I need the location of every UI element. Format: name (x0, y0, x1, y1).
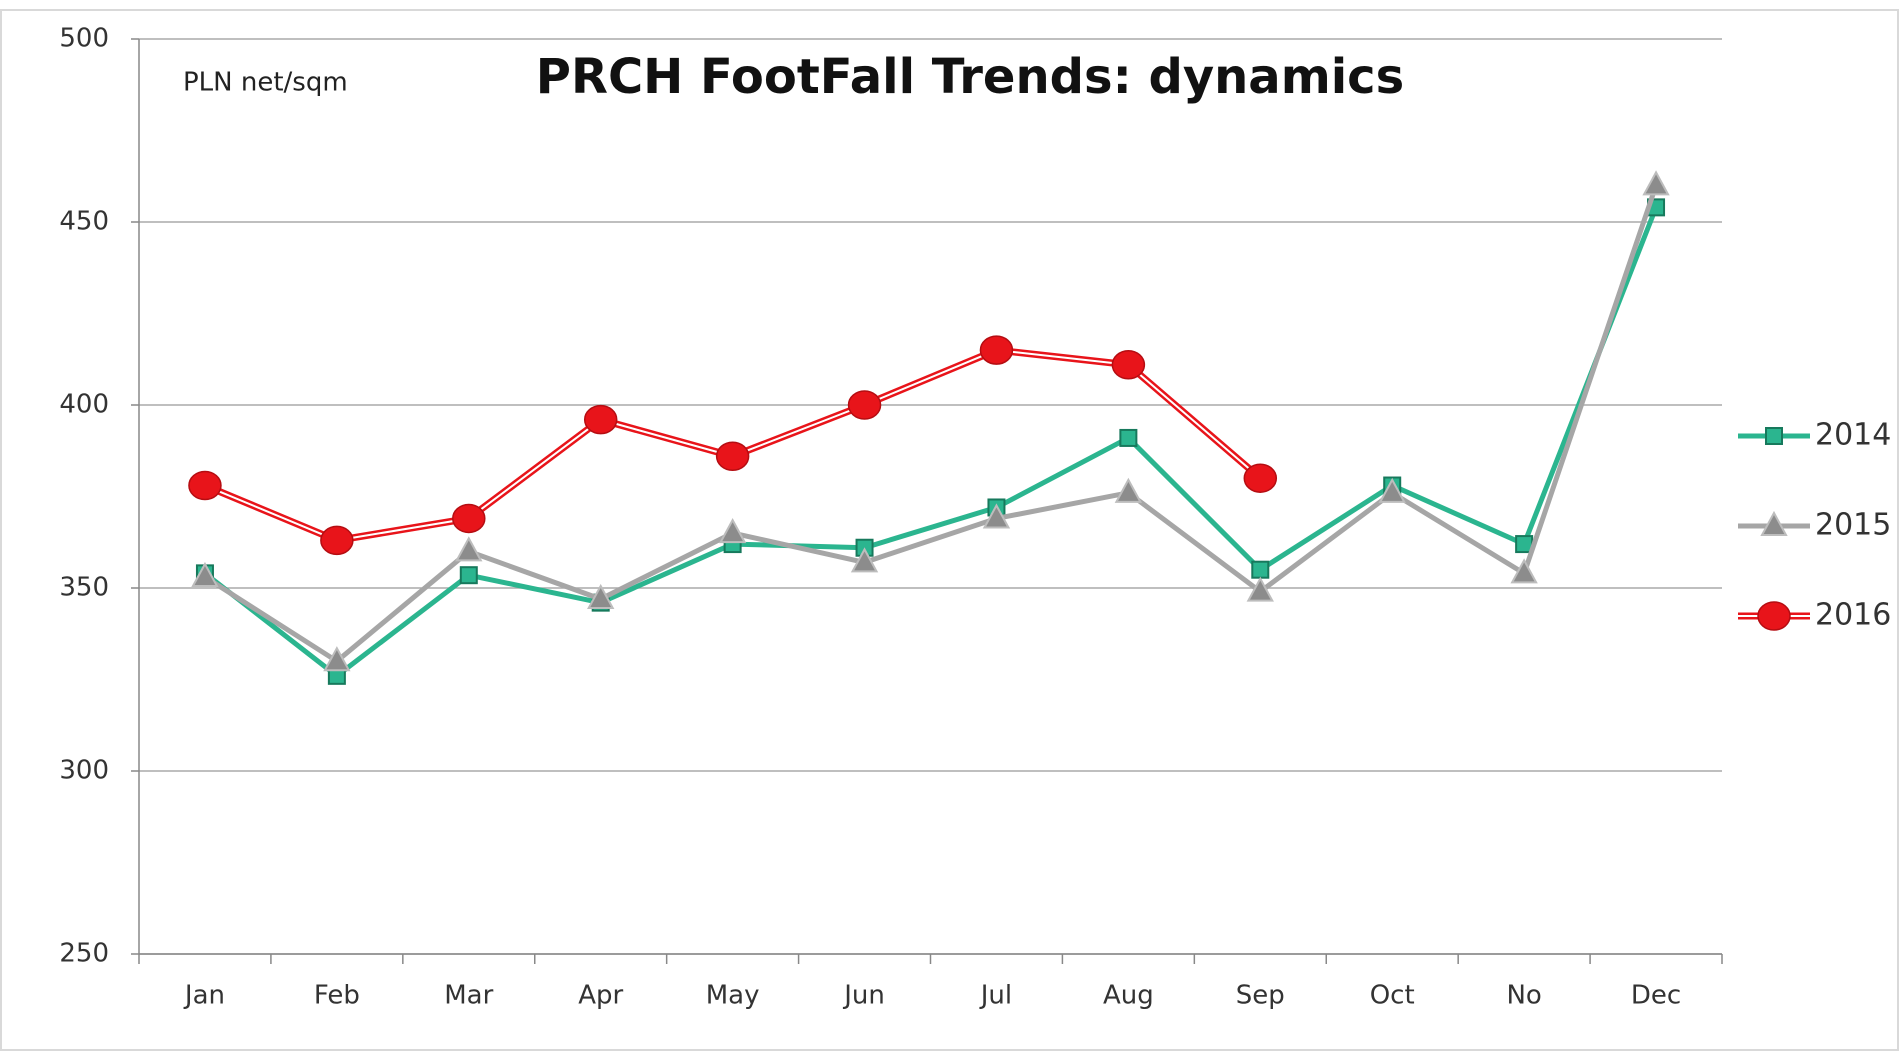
x-tick-label: Mar (444, 981, 493, 1011)
data-point (1111, 349, 1146, 380)
x-tick-label: Aug (1103, 981, 1154, 1011)
x-tick-label: Feb (314, 981, 360, 1011)
x-tick-label: No (1506, 981, 1541, 1011)
legend-marker (1760, 510, 1788, 536)
data-point (850, 547, 879, 573)
data-point (1246, 576, 1274, 602)
data-point (191, 561, 219, 588)
x-tick-label: Jun (842, 981, 885, 1011)
data-point (587, 583, 615, 609)
data-point (847, 390, 882, 420)
series-line (203, 206, 1659, 679)
y-tick-label: 300 (59, 756, 109, 786)
data-point (1642, 170, 1670, 196)
data-point (583, 404, 618, 435)
x-tick-label: May (706, 981, 760, 1011)
data-point (979, 335, 1014, 365)
data-point (459, 566, 478, 585)
y-tick-label: 500 (59, 24, 109, 54)
data-point (715, 441, 750, 471)
series-line (203, 184, 1659, 664)
data-point (1243, 463, 1278, 493)
data-point (455, 536, 483, 562)
data-point (718, 518, 747, 544)
data-point (323, 646, 351, 672)
legend-marker (1765, 427, 1783, 445)
y-tick-label: 450 (59, 207, 109, 237)
x-tick-label: Apr (578, 981, 623, 1011)
x-tick-label: Jan (183, 981, 225, 1011)
data-point (1378, 477, 1406, 503)
data-point (188, 470, 222, 501)
x-tick-label: Oct (1370, 981, 1415, 1011)
chart-title: PRCH FootFall Trends: dynamics (536, 49, 1404, 105)
legend-label: 2016 (1815, 598, 1891, 633)
unit-annotation: PLN net/sqm (183, 68, 348, 98)
legend-label: 2014 (1815, 418, 1891, 453)
legend-label: 2015 (1815, 508, 1891, 543)
legend-marker (1757, 601, 1791, 631)
data-point (982, 503, 1011, 529)
data-point (320, 525, 354, 556)
chart-border (0, 9, 1899, 1051)
y-tick-label: 350 (59, 573, 109, 603)
x-tick-label: Sep (1236, 981, 1285, 1011)
y-tick-label: 400 (59, 390, 109, 420)
data-point (452, 503, 486, 534)
x-tick-label: Dec (1631, 981, 1681, 1011)
data-point (1114, 477, 1143, 503)
x-tick-label: Jul (979, 981, 1012, 1011)
y-tick-label: 250 (59, 939, 109, 969)
data-point (1510, 558, 1538, 584)
data-point (1251, 560, 1270, 579)
data-point (1119, 428, 1138, 447)
